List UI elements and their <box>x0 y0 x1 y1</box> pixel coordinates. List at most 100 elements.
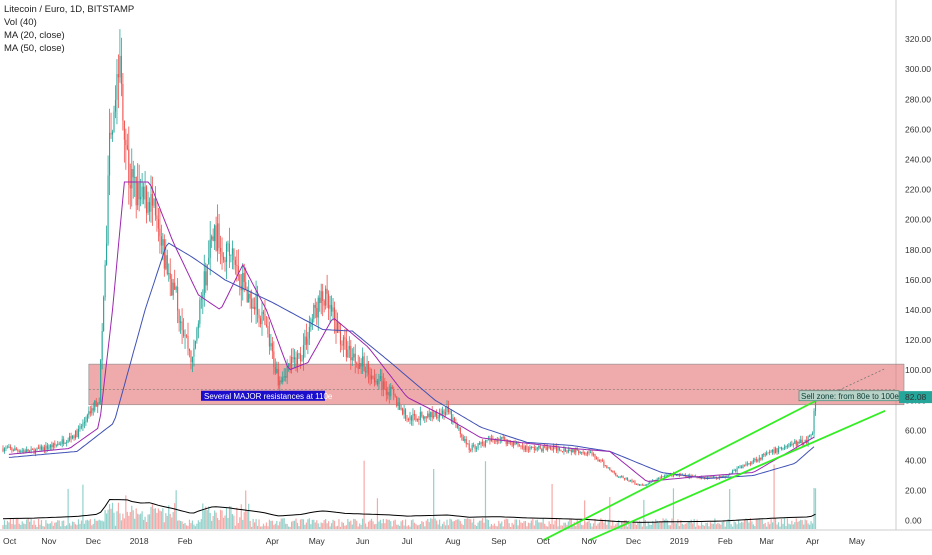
price-tick-label: 100.00 <box>905 365 931 375</box>
volume-bar <box>394 519 396 529</box>
candle-body <box>77 428 80 438</box>
candle-body <box>450 411 452 422</box>
volume-bar <box>412 519 414 529</box>
ma50-indicator-label[interactable]: MA (50, close) <box>4 43 65 54</box>
volume-bar <box>243 512 245 529</box>
volume-bar <box>441 523 444 529</box>
candle-body <box>555 446 558 451</box>
volume-bar <box>650 524 652 529</box>
candle-body <box>282 377 284 383</box>
volume-bar <box>496 526 498 529</box>
volume-bar <box>797 522 799 529</box>
volume-bar <box>601 519 603 529</box>
volume-bar <box>227 518 229 529</box>
candle-body <box>365 371 367 373</box>
volume-bar <box>52 525 54 529</box>
volume-bar <box>188 519 191 529</box>
volume-bar <box>481 518 484 529</box>
candle-body <box>723 475 725 478</box>
candle-body <box>138 182 140 200</box>
volume-bar <box>264 525 266 529</box>
volume-indicator-label[interactable]: Vol (40) <box>4 17 37 28</box>
volume-bar <box>313 519 315 529</box>
volume-bar <box>468 519 470 529</box>
candle-body <box>766 452 768 456</box>
volume-bar <box>319 526 321 529</box>
candle-body <box>288 363 290 367</box>
candle-body <box>183 330 185 336</box>
candle-body <box>739 466 741 468</box>
candle-body <box>144 186 146 200</box>
candle-body <box>615 472 617 475</box>
volume-bar <box>404 519 407 529</box>
volume-bar <box>776 524 778 529</box>
volume-bar <box>708 526 710 529</box>
volume-bar <box>672 488 675 529</box>
volume-bar <box>791 520 793 529</box>
volume-bar <box>730 524 732 529</box>
candle-body <box>798 441 800 444</box>
candle-body <box>103 297 105 332</box>
price-tick-label: 220.00 <box>905 185 931 195</box>
volume-bar <box>251 526 253 529</box>
volume-bar <box>474 524 476 529</box>
annotation-layer[interactable]: Several MAJOR resistances at 110e Sell zo… <box>201 390 932 404</box>
candle-body <box>646 484 648 486</box>
ma20-indicator-label[interactable]: MA (20, close) <box>4 30 65 41</box>
sell-zone-label-text[interactable]: Sell zone: from 80e to 100e <box>801 392 899 401</box>
volume-bar <box>336 525 339 529</box>
last-price-value[interactable]: 82.08 <box>905 392 927 402</box>
candle-body <box>12 450 14 451</box>
candle-body <box>196 328 198 341</box>
resistance-label-text[interactable]: Several MAJOR resistances at 110e <box>204 392 333 401</box>
volume-bar <box>711 523 713 529</box>
lower-trendline[interactable] <box>588 409 886 542</box>
volume-bar <box>406 526 408 529</box>
candle-body <box>91 408 93 414</box>
volume-bar <box>194 526 196 529</box>
candle-body <box>456 423 458 428</box>
volume-bar <box>547 526 549 529</box>
upper-trendline[interactable] <box>542 399 818 542</box>
volume-bar <box>240 504 242 529</box>
volume-bar <box>221 510 223 529</box>
volume-bar <box>729 488 731 529</box>
candle-body <box>677 475 679 477</box>
candle-body <box>484 440 487 447</box>
volume-bar <box>55 522 57 529</box>
candle-body <box>166 255 168 275</box>
volume-bar <box>162 508 164 529</box>
candle-body <box>51 445 53 448</box>
candle-body <box>736 467 738 472</box>
candle-body <box>390 386 392 397</box>
candle-body <box>246 290 248 303</box>
candle-body <box>647 483 649 485</box>
candle-body <box>650 481 652 483</box>
candle-body <box>129 184 131 189</box>
candle-body <box>92 408 94 411</box>
volume-bar <box>674 523 676 529</box>
candle-body <box>501 437 503 439</box>
volume-bar <box>649 524 651 529</box>
volume-bar <box>322 523 324 529</box>
volume-bar <box>579 521 581 529</box>
time-axis[interactable]: Oct Nov Dec 2018 Feb Apr May Jun Jul Aug Sep Oct Nov… <box>3 536 866 546</box>
volume-bar <box>550 523 552 529</box>
volume-bar <box>286 523 288 529</box>
candle-body <box>317 297 319 318</box>
candle-body <box>746 463 748 465</box>
volume-bar <box>6 520 9 529</box>
volume-bar <box>217 517 219 529</box>
candle-body <box>447 406 450 413</box>
candle-body <box>308 326 310 339</box>
volume-bar <box>254 522 256 529</box>
candle-body <box>439 413 441 418</box>
volume-bar <box>471 522 473 529</box>
volume-bar <box>344 525 346 529</box>
volume-bar <box>786 518 788 529</box>
volume-bar <box>539 522 541 529</box>
volume-bar <box>202 503 204 529</box>
symbol-title[interactable]: Litecoin / Euro, 1D, BITSTAMP <box>4 4 135 15</box>
